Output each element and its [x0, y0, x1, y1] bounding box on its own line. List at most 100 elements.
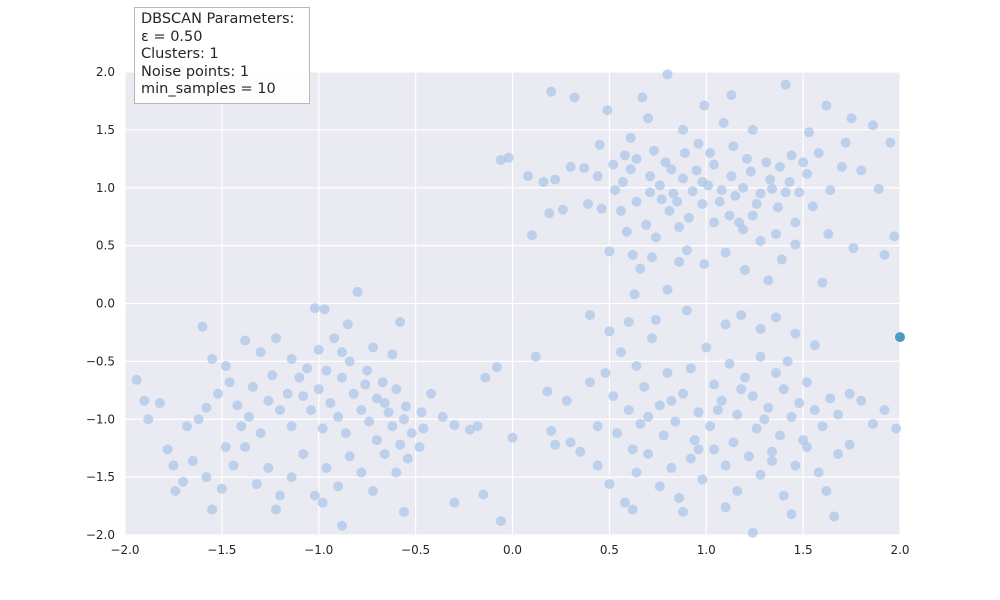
cluster-point: [271, 504, 282, 515]
cluster-point: [286, 354, 297, 365]
cluster-point: [716, 395, 727, 406]
cluster-point: [780, 79, 791, 90]
cluster-point: [771, 312, 781, 323]
cluster-point: [776, 254, 787, 265]
cluster-point: [342, 319, 353, 330]
cluster-point: [503, 152, 514, 163]
cluster-point: [767, 183, 778, 194]
cluster-point: [416, 407, 427, 418]
cluster-point: [371, 393, 382, 404]
cluster-point: [809, 340, 820, 351]
noise-point: [895, 332, 905, 343]
cluster-point: [772, 202, 783, 213]
cluster-point: [654, 481, 665, 492]
cluster-point: [720, 460, 731, 471]
y-tick-label: 0.0: [96, 297, 115, 311]
cluster-point: [774, 161, 785, 172]
cluster-point: [317, 423, 328, 434]
x-tick-label: 1.0: [697, 543, 716, 557]
cluster-point: [846, 113, 857, 124]
cluster-point: [809, 404, 820, 415]
grid: [124, 71, 901, 536]
cluster-point: [771, 229, 781, 240]
cluster-point: [747, 210, 758, 221]
x-tick-label: −1.5: [207, 543, 236, 557]
cluster-point: [747, 391, 758, 402]
cluster-point: [182, 421, 192, 432]
cluster-point: [714, 196, 725, 207]
cluster-point: [705, 148, 716, 159]
cluster-point: [780, 187, 791, 198]
cluster-point: [687, 186, 698, 197]
cluster-point: [844, 439, 855, 450]
cluster-point: [829, 511, 840, 522]
cluster-point: [674, 256, 685, 267]
cluster-point: [794, 398, 805, 409]
cluster-point: [709, 159, 719, 170]
cluster-point: [333, 411, 344, 422]
cluster-point: [492, 362, 502, 373]
cluster-point: [740, 264, 750, 275]
cluster-point: [709, 444, 719, 455]
x-tick-label: 1.5: [794, 543, 813, 557]
cluster-point: [709, 379, 719, 390]
cluster-point: [557, 204, 568, 215]
cluster-point: [377, 377, 388, 388]
cluster-point: [697, 474, 708, 485]
cluster-point: [798, 157, 809, 168]
cluster-point: [790, 239, 801, 250]
cluster-point: [604, 326, 615, 337]
cluster-point: [575, 446, 586, 457]
cluster-point: [333, 481, 344, 492]
cluster-point: [550, 439, 561, 450]
cluster-point: [681, 245, 692, 256]
cluster-point: [821, 486, 832, 497]
cluster-point: [647, 333, 657, 344]
cluster-point: [395, 439, 406, 450]
cluster-point: [813, 148, 824, 159]
cluster-point: [666, 395, 677, 406]
cluster-point: [220, 361, 231, 372]
cluster-point: [321, 365, 332, 376]
cluster-point: [705, 421, 716, 432]
cluster-point: [213, 388, 223, 399]
annotation-line-3: Clusters: 1: [141, 46, 219, 62]
cluster-point: [712, 404, 723, 415]
cluster-point: [625, 164, 636, 175]
cluster-point: [319, 304, 330, 315]
cluster-point: [402, 453, 413, 464]
cluster-point: [565, 437, 576, 448]
cluster-point: [672, 196, 683, 207]
cluster-point: [825, 393, 836, 404]
cluster-point: [309, 490, 320, 501]
cluster-point: [193, 414, 204, 425]
cluster-point: [583, 198, 594, 209]
cluster-point: [660, 157, 671, 168]
cluster-point: [631, 361, 642, 372]
cluster-point: [356, 404, 367, 415]
cluster-point: [294, 372, 305, 383]
cluster-point: [685, 453, 696, 464]
cluster-point: [530, 351, 541, 362]
cluster-point: [790, 328, 801, 339]
cluster-point: [889, 231, 900, 242]
cluster-point: [201, 402, 212, 413]
cluster-point: [734, 217, 745, 228]
cluster-point: [337, 347, 347, 358]
cluster-point: [730, 190, 741, 201]
cluster-point: [658, 430, 669, 441]
cluster-point: [817, 421, 828, 432]
cluster-point: [755, 351, 766, 362]
x-tick-label: 2.0: [890, 543, 909, 557]
cluster-point: [565, 161, 576, 172]
cluster-point: [236, 421, 247, 432]
cluster-point: [821, 100, 832, 111]
cluster-point: [592, 460, 603, 471]
cluster-point: [740, 372, 750, 383]
cluster-point: [362, 365, 373, 376]
cluster-point: [763, 402, 774, 413]
cluster-point: [833, 409, 843, 420]
cluster-point: [228, 460, 239, 471]
y-tick-label: −2.0: [86, 528, 115, 542]
